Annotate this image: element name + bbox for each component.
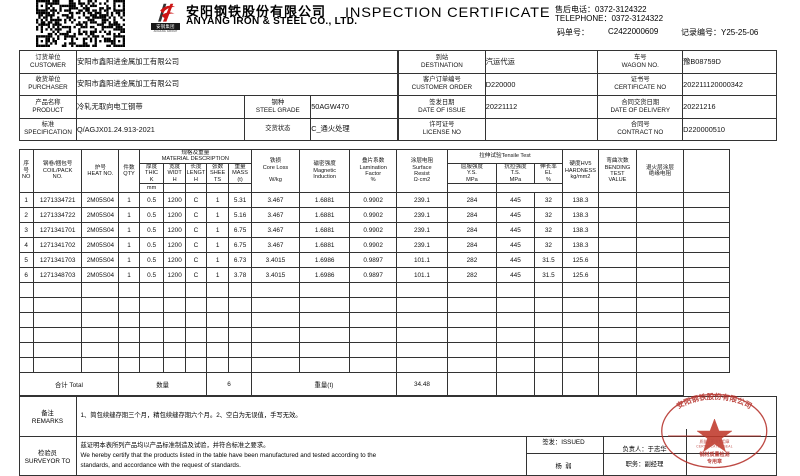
svg-text:安阳钢铁股份有限公司: 安阳钢铁股份有限公司	[675, 391, 754, 411]
svg-text:质量证明书专用章: 质量证明书专用章	[699, 439, 729, 444]
svg-text:CERTIFICATE SEAL: CERTIFICATE SEAL	[696, 445, 733, 449]
svg-text:钢材质量检测: 钢材质量检测	[699, 451, 729, 458]
svg-text:专用章: 专用章	[707, 458, 722, 465]
